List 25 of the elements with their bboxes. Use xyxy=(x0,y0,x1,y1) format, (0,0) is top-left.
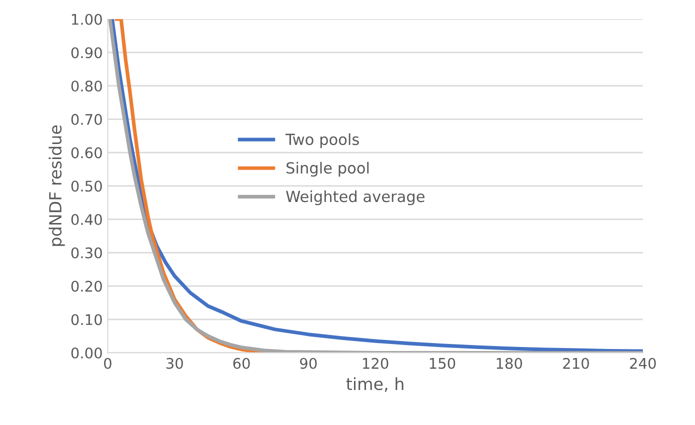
x-tick-label: 0 xyxy=(104,358,112,369)
legend-label: Weighted average xyxy=(286,190,424,206)
y-tick-label: 0.40 xyxy=(71,214,102,226)
y-axis-title: pdNDF residue xyxy=(48,125,65,246)
y-tick-label: 0.90 xyxy=(71,47,102,58)
y-tick-label: 0.60 xyxy=(71,147,102,158)
x-tick-label: 240 xyxy=(630,358,656,369)
y-tick-label: 0.50 xyxy=(71,180,102,192)
y-tick-label: 0.70 xyxy=(71,114,102,125)
x-tick-label: 30 xyxy=(166,358,183,369)
y-tick-label: 0.20 xyxy=(71,280,102,292)
x-tick-label: 150 xyxy=(430,358,456,369)
legend-label: Single pool xyxy=(286,162,369,177)
y-tick-label: 1.00 xyxy=(72,14,102,25)
legend-label: Two pools xyxy=(285,133,359,148)
y-tick-label: 0.30 xyxy=(71,247,102,258)
x-tick-label: 120 xyxy=(362,358,388,369)
x-axis-title: time, h xyxy=(346,377,404,392)
x-tick-label: 210 xyxy=(563,358,589,369)
y-tick-label: 0.00 xyxy=(71,347,102,358)
x-tick-label: 90 xyxy=(300,358,317,369)
x-tick-label: 180 xyxy=(496,358,522,369)
y-tick-label: 0.80 xyxy=(71,80,102,92)
x-tick-label: 60 xyxy=(233,358,250,369)
y-tick-label: 0.10 xyxy=(71,314,102,326)
